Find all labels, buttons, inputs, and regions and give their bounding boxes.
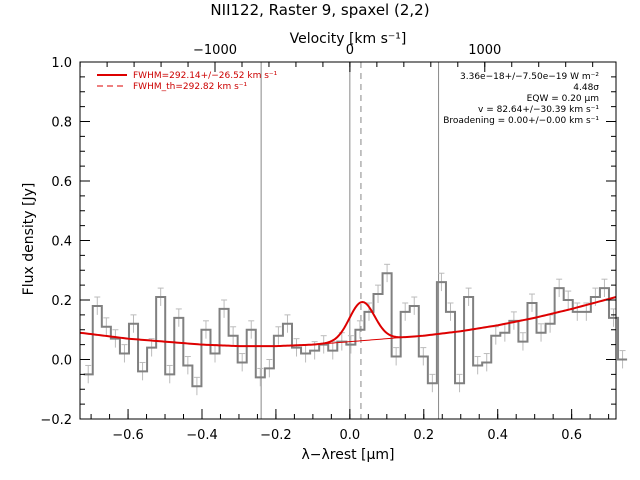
annotation-1: 4.48σ bbox=[573, 83, 599, 93]
y-tick-label-3: 0.4 bbox=[51, 235, 72, 250]
x-tick-label-3: 0.0 bbox=[340, 428, 361, 443]
y-tick-label-1: 0.0 bbox=[51, 354, 72, 369]
y-axis-title: Flux density [Jy] bbox=[21, 183, 37, 296]
top-tick-label-2: 1000 bbox=[468, 43, 501, 58]
x-axis-title: λ−λrest [μm] bbox=[301, 447, 394, 463]
chart-title: NII122, Raster 9, spaxel (2,2) bbox=[210, 1, 429, 19]
x-tick-label-1: −0.4 bbox=[186, 428, 218, 443]
legend-label-1: FWHM_th=292.82 km s⁻¹ bbox=[133, 82, 248, 92]
annotation-0: 3.36e−18+/−7.50e−19 W m⁻² bbox=[460, 72, 599, 82]
annotation-3: v = 82.64+/−30.39 km s⁻¹ bbox=[478, 105, 599, 115]
x-tick-label-0: −0.6 bbox=[112, 428, 144, 443]
legend: FWHM=292.14+/−26.52 km s⁻¹FWHM_th=292.82… bbox=[97, 71, 278, 92]
y-tick-label-4: 0.6 bbox=[51, 175, 72, 190]
x-tick-label-6: 0.6 bbox=[561, 428, 582, 443]
x-tick-label-4: 0.2 bbox=[413, 428, 434, 443]
fit-line bbox=[79, 296, 617, 348]
spectrum-histogram bbox=[83, 272, 628, 388]
top-axis-title: Velocity [km s⁻¹] bbox=[290, 31, 407, 47]
annotation-2: EQW = 0.20 μm bbox=[527, 94, 599, 104]
plot-layer bbox=[79, 62, 628, 419]
axis-layer: −0.6 −0.4 −0.2 0.0 0.2 0.4 0.6 −0.2 0.0 0.2 0.4 0.6… bbox=[40, 43, 617, 443]
x-tick-label-2: −0.2 bbox=[260, 428, 292, 443]
legend-label-0: FWHM=292.14+/−26.52 km s⁻¹ bbox=[133, 71, 278, 81]
top-tick-label-1: 0 bbox=[346, 43, 354, 58]
y-tick-label-6: 1.0 bbox=[51, 56, 72, 71]
y-tick-label-0: −0.2 bbox=[40, 413, 72, 428]
annotation-4: Broadening = 0.00+/−0.00 km s⁻¹ bbox=[443, 116, 599, 126]
x-tick-label-5: 0.4 bbox=[487, 428, 508, 443]
top-tick-label-0: −1000 bbox=[193, 43, 237, 58]
y-tick-label-5: 0.8 bbox=[51, 116, 72, 131]
y-tick-label-2: 0.2 bbox=[51, 294, 72, 309]
